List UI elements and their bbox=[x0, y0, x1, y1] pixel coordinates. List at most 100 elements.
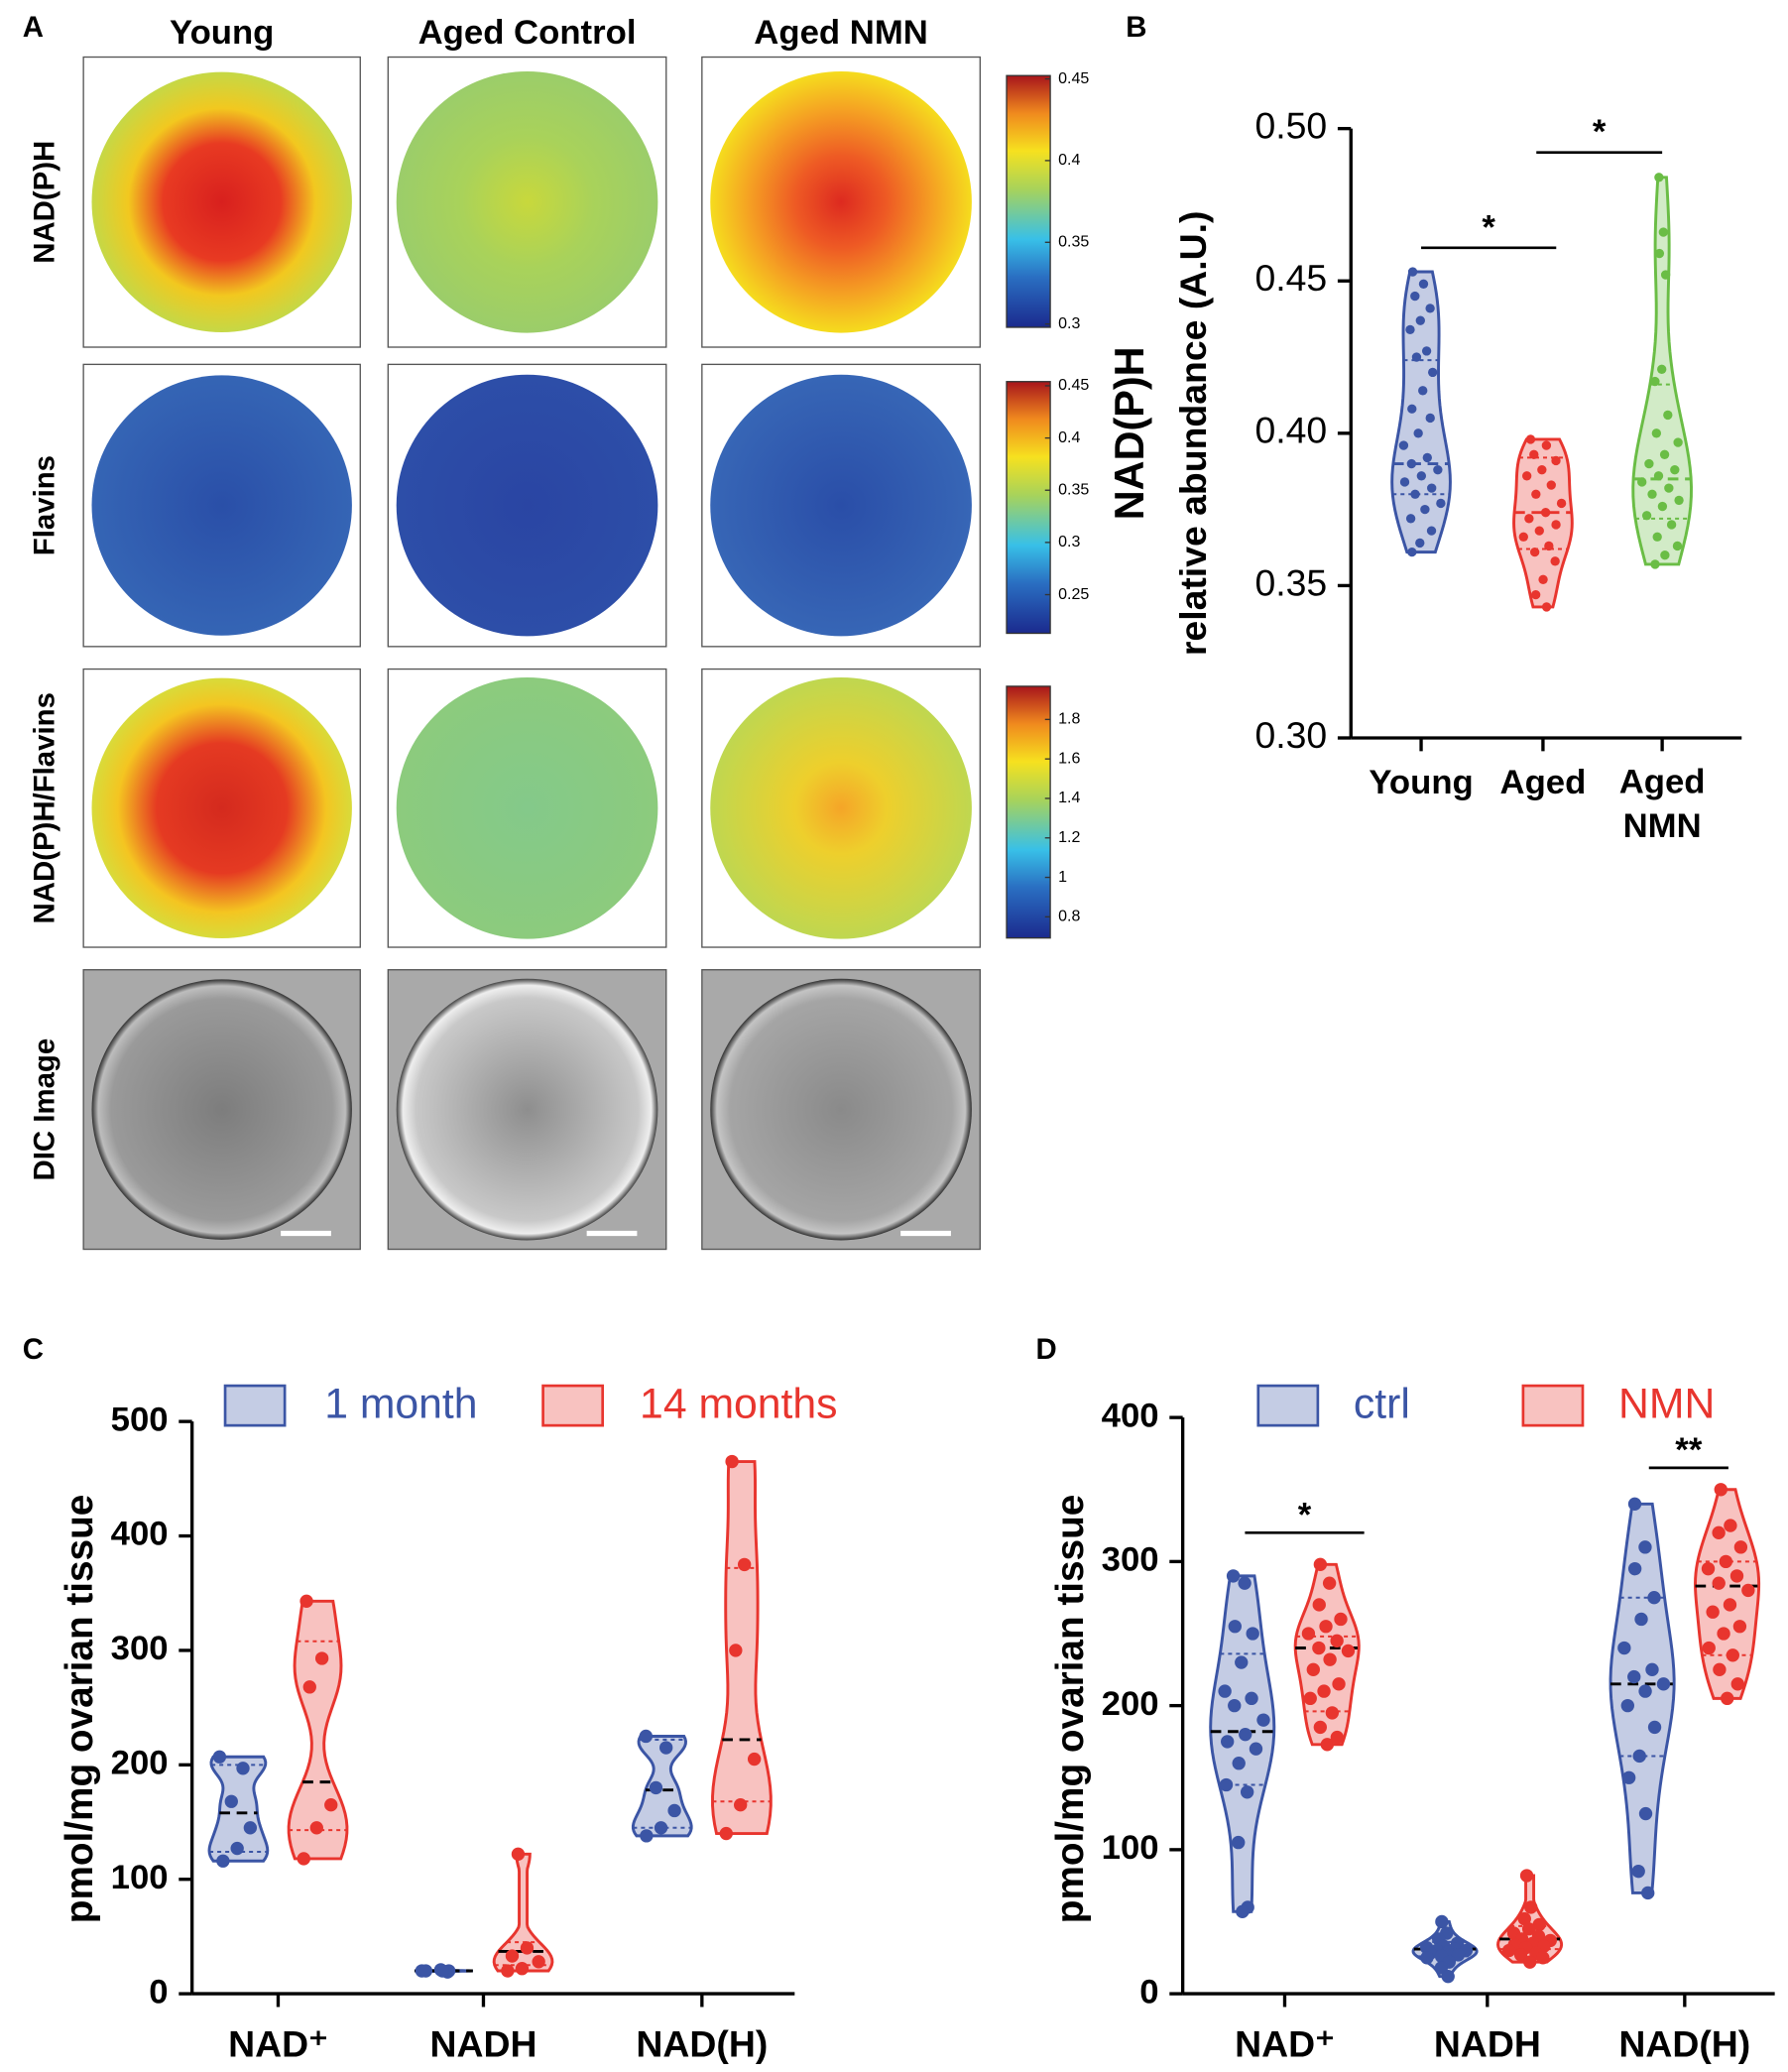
data-point bbox=[1332, 1677, 1346, 1691]
heatmap bbox=[91, 677, 352, 938]
column-label: Young bbox=[170, 14, 274, 52]
data-point bbox=[1524, 1900, 1538, 1914]
data-point bbox=[1418, 279, 1429, 289]
data-point bbox=[1651, 428, 1662, 438]
x-tick-label: Aged NMN bbox=[1619, 764, 1706, 845]
data-point bbox=[1256, 1713, 1270, 1727]
data-point bbox=[1534, 526, 1544, 536]
oocyte bbox=[91, 979, 352, 1240]
data-point bbox=[1550, 556, 1560, 566]
data-point bbox=[1405, 514, 1416, 524]
data-point bbox=[1721, 1691, 1734, 1706]
heatmap bbox=[710, 70, 972, 333]
data-point bbox=[1301, 1627, 1316, 1641]
y-tick-label: 500 bbox=[111, 1401, 169, 1438]
data-point bbox=[216, 1854, 230, 1868]
x-tick-label: NAD(H) bbox=[636, 2022, 768, 2064]
violin bbox=[492, 1852, 554, 1973]
violin bbox=[1609, 1502, 1676, 1894]
data-point bbox=[1436, 498, 1446, 509]
significance-label: * bbox=[1298, 1496, 1312, 1533]
data-point bbox=[1666, 520, 1677, 530]
data-point bbox=[659, 1741, 673, 1755]
data-point bbox=[1732, 1620, 1747, 1634]
data-point bbox=[1330, 1634, 1344, 1647]
data-point bbox=[1537, 465, 1547, 475]
y-tick-label: 0.45 bbox=[1254, 257, 1327, 299]
data-point bbox=[1407, 267, 1418, 277]
data-point bbox=[729, 1644, 743, 1657]
panel-letter: C bbox=[23, 1333, 44, 1366]
data-point bbox=[1647, 1591, 1661, 1605]
data-point bbox=[1420, 1951, 1434, 1965]
x-tick-label: Young bbox=[1369, 764, 1473, 801]
heatmap bbox=[396, 676, 658, 939]
row-label: Flavins bbox=[29, 455, 61, 555]
y-tick-label: 400 bbox=[111, 1516, 169, 1553]
x-tick-label: NAD(H) bbox=[1618, 2022, 1750, 2064]
data-point bbox=[515, 1962, 530, 1976]
data-point bbox=[734, 1798, 748, 1812]
data-point bbox=[299, 1594, 313, 1608]
data-point bbox=[747, 1752, 762, 1767]
data-point bbox=[1518, 532, 1528, 542]
data-point bbox=[1540, 508, 1551, 518]
y-tick-label: 200 bbox=[111, 1744, 169, 1781]
panel-letter: A bbox=[23, 11, 44, 44]
data-point bbox=[505, 1949, 520, 1963]
data-point bbox=[1529, 547, 1540, 557]
data-point bbox=[1410, 489, 1420, 499]
data-point bbox=[1219, 1777, 1234, 1792]
data-point bbox=[1246, 1627, 1259, 1641]
colorbar-tick-label: 1 bbox=[1058, 868, 1067, 886]
y-tick-label: 0.40 bbox=[1254, 410, 1327, 451]
data-point bbox=[1670, 465, 1680, 475]
data-point bbox=[1723, 1598, 1737, 1612]
legend-label: 1 month bbox=[324, 1381, 477, 1428]
data-point bbox=[1422, 452, 1432, 463]
data-point bbox=[1546, 480, 1556, 490]
data-point bbox=[1544, 541, 1554, 551]
data-point bbox=[1218, 1684, 1232, 1698]
data-point bbox=[435, 1964, 449, 1978]
data-point bbox=[1556, 498, 1567, 509]
data-point bbox=[1322, 1576, 1337, 1590]
data-point bbox=[1638, 1540, 1652, 1554]
violin bbox=[287, 1599, 349, 1861]
data-point bbox=[1228, 1620, 1242, 1634]
data-point bbox=[1228, 1698, 1242, 1713]
data-point bbox=[1620, 1698, 1634, 1713]
colorbar-tick-label: 0.45 bbox=[1058, 69, 1089, 87]
data-point bbox=[324, 1798, 338, 1812]
data-point bbox=[1411, 352, 1422, 362]
data-point bbox=[1435, 1914, 1449, 1929]
y-tick-label: 0 bbox=[1139, 1973, 1158, 2011]
data-point bbox=[1306, 1662, 1320, 1676]
data-point bbox=[1232, 1757, 1246, 1770]
y-axis-label: NAD(P)H bbox=[1107, 346, 1152, 520]
data-point bbox=[1672, 541, 1683, 551]
data-point bbox=[1433, 465, 1443, 475]
data-point bbox=[243, 1821, 258, 1835]
data-point bbox=[1521, 471, 1532, 481]
data-point bbox=[1637, 477, 1647, 487]
colorbar-tick-label: 0.3 bbox=[1058, 314, 1080, 332]
colorbar-tick-label: 0.25 bbox=[1058, 585, 1089, 603]
colorbar bbox=[1006, 74, 1051, 328]
data-point bbox=[1634, 1612, 1648, 1627]
data-point bbox=[737, 1557, 752, 1572]
violin bbox=[711, 1460, 773, 1836]
data-point bbox=[1654, 173, 1664, 183]
data-point bbox=[1323, 1652, 1337, 1666]
data-point bbox=[1416, 471, 1427, 481]
data-point bbox=[1421, 346, 1432, 356]
data-point bbox=[1427, 483, 1437, 493]
data-point bbox=[1425, 304, 1435, 313]
data-point bbox=[1644, 458, 1654, 469]
colorbar-tick-label: 1.2 bbox=[1058, 828, 1080, 846]
heatmap bbox=[710, 676, 972, 939]
colorbar-tick-label: 0.35 bbox=[1058, 233, 1089, 251]
data-point bbox=[314, 1651, 329, 1665]
